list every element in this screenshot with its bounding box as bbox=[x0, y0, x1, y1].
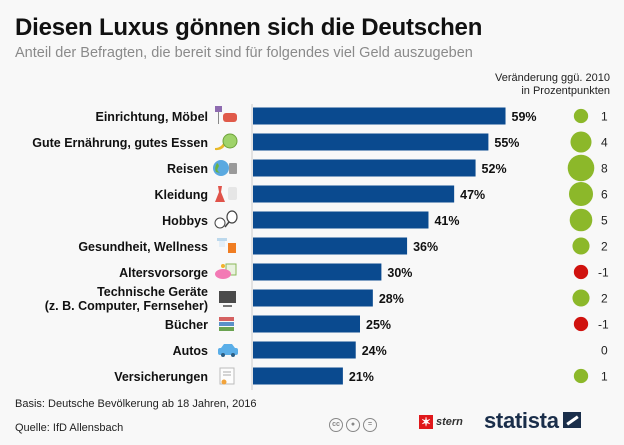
change-header-line1: Veränderung ggü. 2010 bbox=[495, 72, 610, 84]
change-bubble-positive bbox=[567, 154, 595, 182]
bar-value-label: 59% bbox=[512, 110, 537, 124]
change-bubble-positive bbox=[572, 237, 590, 255]
change-bubble-positive bbox=[573, 368, 589, 384]
bar bbox=[253, 237, 408, 255]
category-label: Gute Ernährung, gutes Essen bbox=[32, 136, 208, 150]
cc-icon: cc bbox=[329, 418, 343, 432]
bar bbox=[253, 211, 429, 229]
change-bubble-negative bbox=[573, 264, 589, 280]
tv-icon bbox=[219, 291, 236, 307]
bar-value-label: 25% bbox=[366, 318, 391, 332]
category-label: Altersvorsorge bbox=[119, 266, 208, 280]
change-value-label: -1 bbox=[598, 266, 609, 280]
change-value-label: 4 bbox=[601, 136, 608, 150]
bar-value-label: 52% bbox=[482, 162, 507, 176]
change-value-label: 1 bbox=[601, 370, 608, 384]
footer-source: Quelle: IfD Allensbach bbox=[15, 422, 124, 434]
change-header-line2: in Prozentpunkten bbox=[521, 85, 610, 97]
bar bbox=[253, 133, 489, 151]
stern-label: stern bbox=[436, 415, 463, 428]
stern-star-icon: ✶ bbox=[419, 415, 433, 429]
piggy-bank-icon bbox=[215, 263, 237, 279]
change-value-label: 6 bbox=[601, 188, 608, 202]
change-value-label: 8 bbox=[601, 162, 608, 176]
change-value-label: 5 bbox=[601, 214, 608, 228]
change-bubble-positive bbox=[570, 131, 592, 153]
bar bbox=[253, 289, 373, 307]
category-label: Hobbys bbox=[162, 214, 208, 228]
bar bbox=[253, 367, 343, 385]
category-label: Einrichtung, Möbel bbox=[96, 110, 209, 124]
shower-towel-icon bbox=[217, 238, 236, 253]
change-bubble-positive bbox=[568, 181, 594, 207]
stern-logo[interactable]: ✶ stern bbox=[419, 415, 463, 429]
change-column-header: Veränderung ggü. 2010 in Prozentpunkten bbox=[495, 72, 610, 98]
cc-nd-icon: = bbox=[363, 418, 377, 432]
bar bbox=[253, 341, 356, 359]
category-label: Kleidung bbox=[155, 188, 208, 202]
statista-logo[interactable]: statista bbox=[484, 408, 581, 434]
footer-basis: Basis: Deutsche Bevölkerung ab 18 Jahren… bbox=[15, 398, 257, 410]
lamp-sofa-icon bbox=[215, 106, 237, 124]
bar bbox=[253, 315, 360, 333]
change-value-label: 1 bbox=[601, 110, 608, 124]
bar bbox=[253, 185, 455, 203]
certificate-icon bbox=[219, 367, 235, 385]
change-bubble-positive bbox=[569, 208, 593, 232]
bar-value-label: 36% bbox=[413, 240, 438, 254]
category-label: Gesundheit, Wellness bbox=[78, 240, 208, 254]
bar bbox=[253, 159, 476, 177]
change-bubble-positive bbox=[572, 289, 590, 307]
category-label: Reisen bbox=[167, 162, 208, 176]
statista-mark-icon bbox=[562, 412, 581, 428]
chart-title: Diesen Luxus gönnen sich die Deutschen bbox=[15, 14, 483, 41]
dress-shirt-icon bbox=[215, 186, 237, 202]
banana-apple-icon bbox=[215, 133, 238, 151]
bar bbox=[253, 263, 382, 281]
bar-value-label: 30% bbox=[387, 266, 412, 280]
category-label: Autos bbox=[173, 344, 208, 358]
bar-value-label: 21% bbox=[349, 370, 374, 384]
bar-value-label: 41% bbox=[434, 214, 459, 228]
bar-value-label: 24% bbox=[362, 344, 387, 358]
change-bubble-positive bbox=[573, 108, 589, 124]
ball-racket-icon bbox=[214, 210, 238, 229]
category-label: Versicherungen bbox=[114, 370, 208, 384]
bar-value-label: 28% bbox=[379, 292, 404, 306]
car-icon bbox=[218, 344, 238, 357]
books-icon bbox=[219, 317, 234, 331]
cc-by-icon: ● bbox=[346, 418, 360, 432]
category-label: Bücher bbox=[165, 318, 208, 332]
statista-label: statista bbox=[484, 408, 559, 433]
change-value-label: -1 bbox=[598, 318, 609, 332]
change-value-label: 0 bbox=[601, 344, 608, 358]
globe-suitcase-icon bbox=[213, 160, 237, 176]
change-value-label: 2 bbox=[601, 292, 608, 306]
category-label: Technische Geräte bbox=[97, 285, 208, 299]
bar-value-label: 55% bbox=[494, 136, 519, 150]
chart-subtitle: Anteil der Befragten, die bereit sind fü… bbox=[15, 45, 473, 61]
change-bubble-negative bbox=[573, 316, 589, 332]
category-label: (z. B. Computer, Fernseher) bbox=[45, 299, 208, 313]
bar bbox=[253, 107, 506, 125]
bar-value-label: 47% bbox=[460, 188, 485, 202]
change-value-label: 2 bbox=[601, 240, 608, 254]
